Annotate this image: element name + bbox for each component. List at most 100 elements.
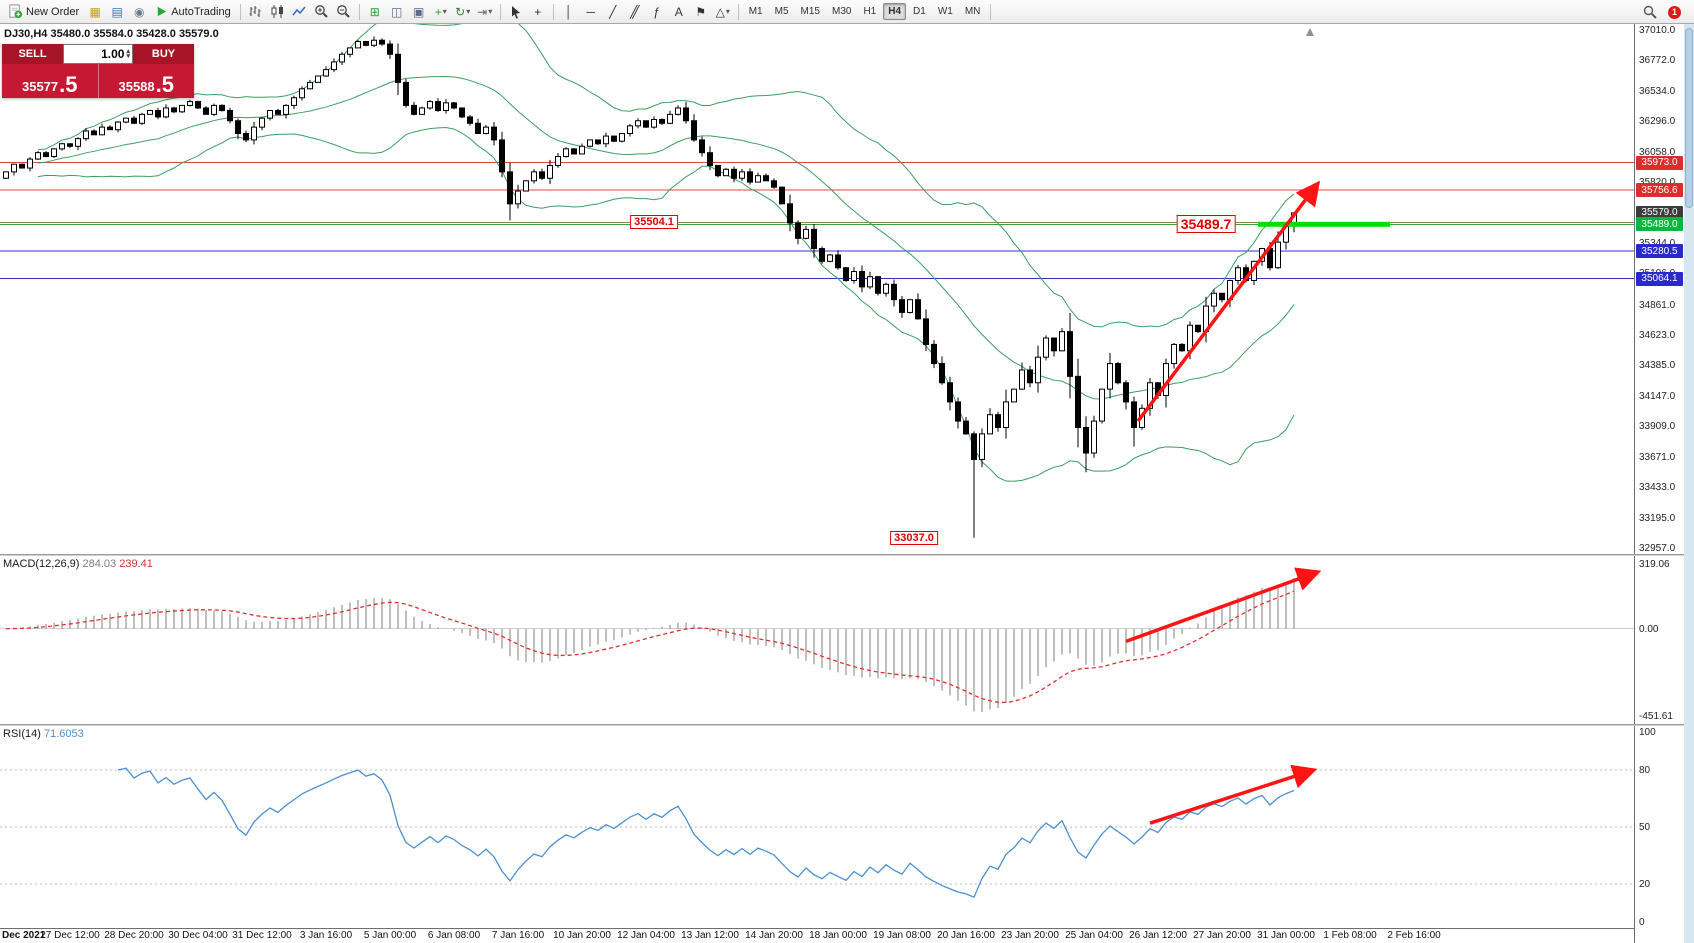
symbol-ohlc-line: DJ30,H4 35480.0 35584.0 35428.0 35579.0	[4, 28, 219, 40]
price-axis-label: 35820.0	[1639, 177, 1675, 188]
time-axis-label: 12 Jan 04:00	[617, 930, 675, 941]
price-axis-label: 33195.0	[1639, 512, 1676, 524]
zoom-out-icon[interactable]	[334, 2, 354, 22]
text-icon[interactable]: A	[674, 4, 683, 19]
price-tag: 35280.5	[1636, 244, 1683, 259]
time-axis-label: 10 Jan 20:00	[553, 930, 611, 941]
sell-price[interactable]: 35577.5	[2, 64, 99, 98]
panel-separator[interactable]	[0, 724, 1694, 726]
vertical-line-icon[interactable]: │	[564, 4, 573, 19]
channel-icon[interactable]: ╱╱	[629, 4, 640, 19]
tab-timeframe-m5[interactable]: M5	[774, 6, 789, 17]
time-axis-label: 26 Jan 12:00	[1129, 930, 1187, 941]
label-icon[interactable]: ⚑	[695, 4, 707, 19]
crosshair-icon[interactable]: +	[534, 4, 542, 19]
buy-button[interactable]: BUY	[133, 44, 194, 64]
tab-timeframe-d1[interactable]: D1	[913, 6, 926, 17]
tab-timeframe-m15[interactable]: M15	[800, 6, 820, 17]
sell-button[interactable]: SELL	[2, 44, 63, 64]
cursor-icon[interactable]	[506, 2, 526, 22]
macd-signal-value: 239.41	[119, 558, 153, 570]
tile-windows-icon[interactable]: ⊞	[369, 4, 380, 19]
tab-timeframe-h4[interactable]: H4	[883, 3, 907, 20]
time-axis-label: 27 Dec 12:00	[40, 930, 100, 941]
price-axis-label: -451.61	[1639, 711, 1673, 722]
price-axis-label: 35344.0	[1639, 238, 1675, 249]
price-axis: 37010.0 36772.0 36534.0 36296.0 36058.0 35820…	[1634, 24, 1684, 943]
tab-timeframe-m30[interactable]: M30	[831, 6, 852, 17]
price-label-annotation[interactable]: 35489.7	[1176, 214, 1236, 233]
candlestick-icon[interactable]	[268, 2, 288, 22]
price-chart-panel[interactable]: DJ30,H4 35480.0 35584.0 35428.0 35579.0 …	[0, 24, 1634, 554]
time-axis-label: 6 Jan 08:00	[427, 930, 481, 941]
price-axis-label: 33671.0	[1639, 451, 1676, 463]
fibonacci-icon[interactable]: ƒ	[653, 4, 661, 19]
new-order-button[interactable]: New Order	[4, 2, 83, 22]
price-axis-label: 34385.0	[1639, 360, 1676, 372]
autotrading-button[interactable]: AutoTrading	[151, 2, 235, 22]
tab-timeframe-h1[interactable]: H1	[863, 6, 877, 17]
toolbar-separator	[990, 3, 992, 20]
price-label-annotation[interactable]: 35504.1	[630, 215, 678, 230]
search-icon[interactable]	[1640, 2, 1660, 22]
macd-chart[interactable]	[0, 556, 1634, 724]
price-label-annotation[interactable]: 33037.0	[890, 530, 938, 545]
time-axis-label: 2 Feb 16:00	[1387, 930, 1441, 941]
price-axis-label: 0	[1639, 917, 1645, 928]
tab-timeframe-mn[interactable]: MN	[964, 6, 981, 17]
notification-badge[interactable]: 1	[1668, 5, 1681, 19]
price-tag: 35064.1	[1636, 271, 1683, 286]
bar-chart-icon[interactable]	[246, 2, 266, 22]
shapes-icon[interactable]: △ ▾	[715, 4, 730, 19]
time-axis-label: 25 Jan 04:00	[1065, 930, 1123, 941]
toolbar-separator	[358, 3, 360, 20]
symbol-name: DJ30,H4	[4, 28, 48, 40]
time-axis-label: 31 Dec 12:00	[232, 930, 292, 941]
buy-price[interactable]: 35588.5	[118, 72, 174, 97]
toolbar-separator	[737, 3, 739, 20]
time-axis-label: 3 Jan 16:00	[299, 930, 353, 941]
market-watch-icon[interactable]: ▦	[89, 4, 101, 19]
scrollbar-thumb[interactable]	[1685, 28, 1693, 208]
time-axis-label: 13 Jan 12:00	[681, 930, 739, 941]
volume-down-arrow[interactable]: ▾	[126, 53, 130, 60]
volume-up-arrow[interactable]: ▴	[126, 48, 130, 55]
price-axis-label: 33433.0	[1639, 482, 1676, 494]
price-axis-label: 319.06	[1639, 559, 1670, 570]
chart-shift-icon[interactable]: ⇥ ▾	[477, 4, 493, 19]
trendline-icon[interactable]: ╱	[609, 4, 617, 19]
auto-scroll-icon[interactable]: ↻ ▾	[455, 4, 471, 19]
time-axis-label: 18 Jan 00:00	[809, 930, 867, 941]
price-axis-label: 34623.0	[1639, 330, 1676, 342]
time-axis-label: 19 Jan 08:00	[873, 930, 931, 941]
arrange-windows-icon[interactable]: ▣	[413, 4, 425, 19]
price-chart[interactable]	[0, 24, 1634, 554]
rsi-panel[interactable]: RSI(14) 71.6053	[0, 726, 1634, 928]
time-axis-label: 20 Jan 16:00	[937, 930, 995, 941]
price-axis-label: 50	[1639, 822, 1651, 833]
volume-stepper[interactable]: 1.00 ▴ ▾	[63, 44, 133, 64]
toolbar-right: 1	[1639, 0, 1681, 24]
cascade-windows-icon[interactable]: ◫	[391, 4, 403, 19]
rsi-chart[interactable]	[0, 726, 1634, 928]
volume-value[interactable]: 1.00	[101, 47, 125, 61]
time-axis-label: 28 Dec 20:00	[104, 930, 164, 941]
tab-timeframe-m1[interactable]: M1	[748, 6, 763, 17]
tab-timeframe-w1[interactable]: W1	[937, 6, 953, 17]
horizontal-line-icon[interactable]: ─	[586, 4, 595, 19]
toolbar: New Order ▦ ▤ ◉ AutoTrading ⊞ ◫ ▣ + ▾ ↻ ▾ ⇥ ▾ + │ ─ ╱ ╱╱ ƒ A…	[0, 0, 1694, 24]
navigator-icon[interactable]: ◉	[133, 4, 145, 19]
line-chart-icon[interactable]	[290, 2, 310, 22]
scrollbar[interactable]	[1684, 24, 1694, 943]
price-tag: 35756.6	[1636, 183, 1683, 198]
macd-panel[interactable]: MACD(12,26,9) 284.03 239.41	[0, 556, 1634, 724]
panel-separator[interactable]	[0, 554, 1694, 556]
price-axis-label: 32957.0	[1639, 543, 1676, 554]
data-window-icon[interactable]: ▤	[111, 4, 123, 19]
zoom-in-icon[interactable]	[312, 2, 332, 22]
price-axis-label: 33909.0	[1639, 421, 1676, 433]
new-chart-icon[interactable]: + ▾	[434, 4, 447, 19]
toolbar-buttons: New Order ▦ ▤ ◉ AutoTrading ⊞ ◫ ▣ + ▾ ↻ ▾ ⇥ ▾ + │ ─ ╱ ╱╱ ƒ A…	[0, 0, 995, 23]
price-axis-label: 36058.0	[1639, 146, 1676, 158]
